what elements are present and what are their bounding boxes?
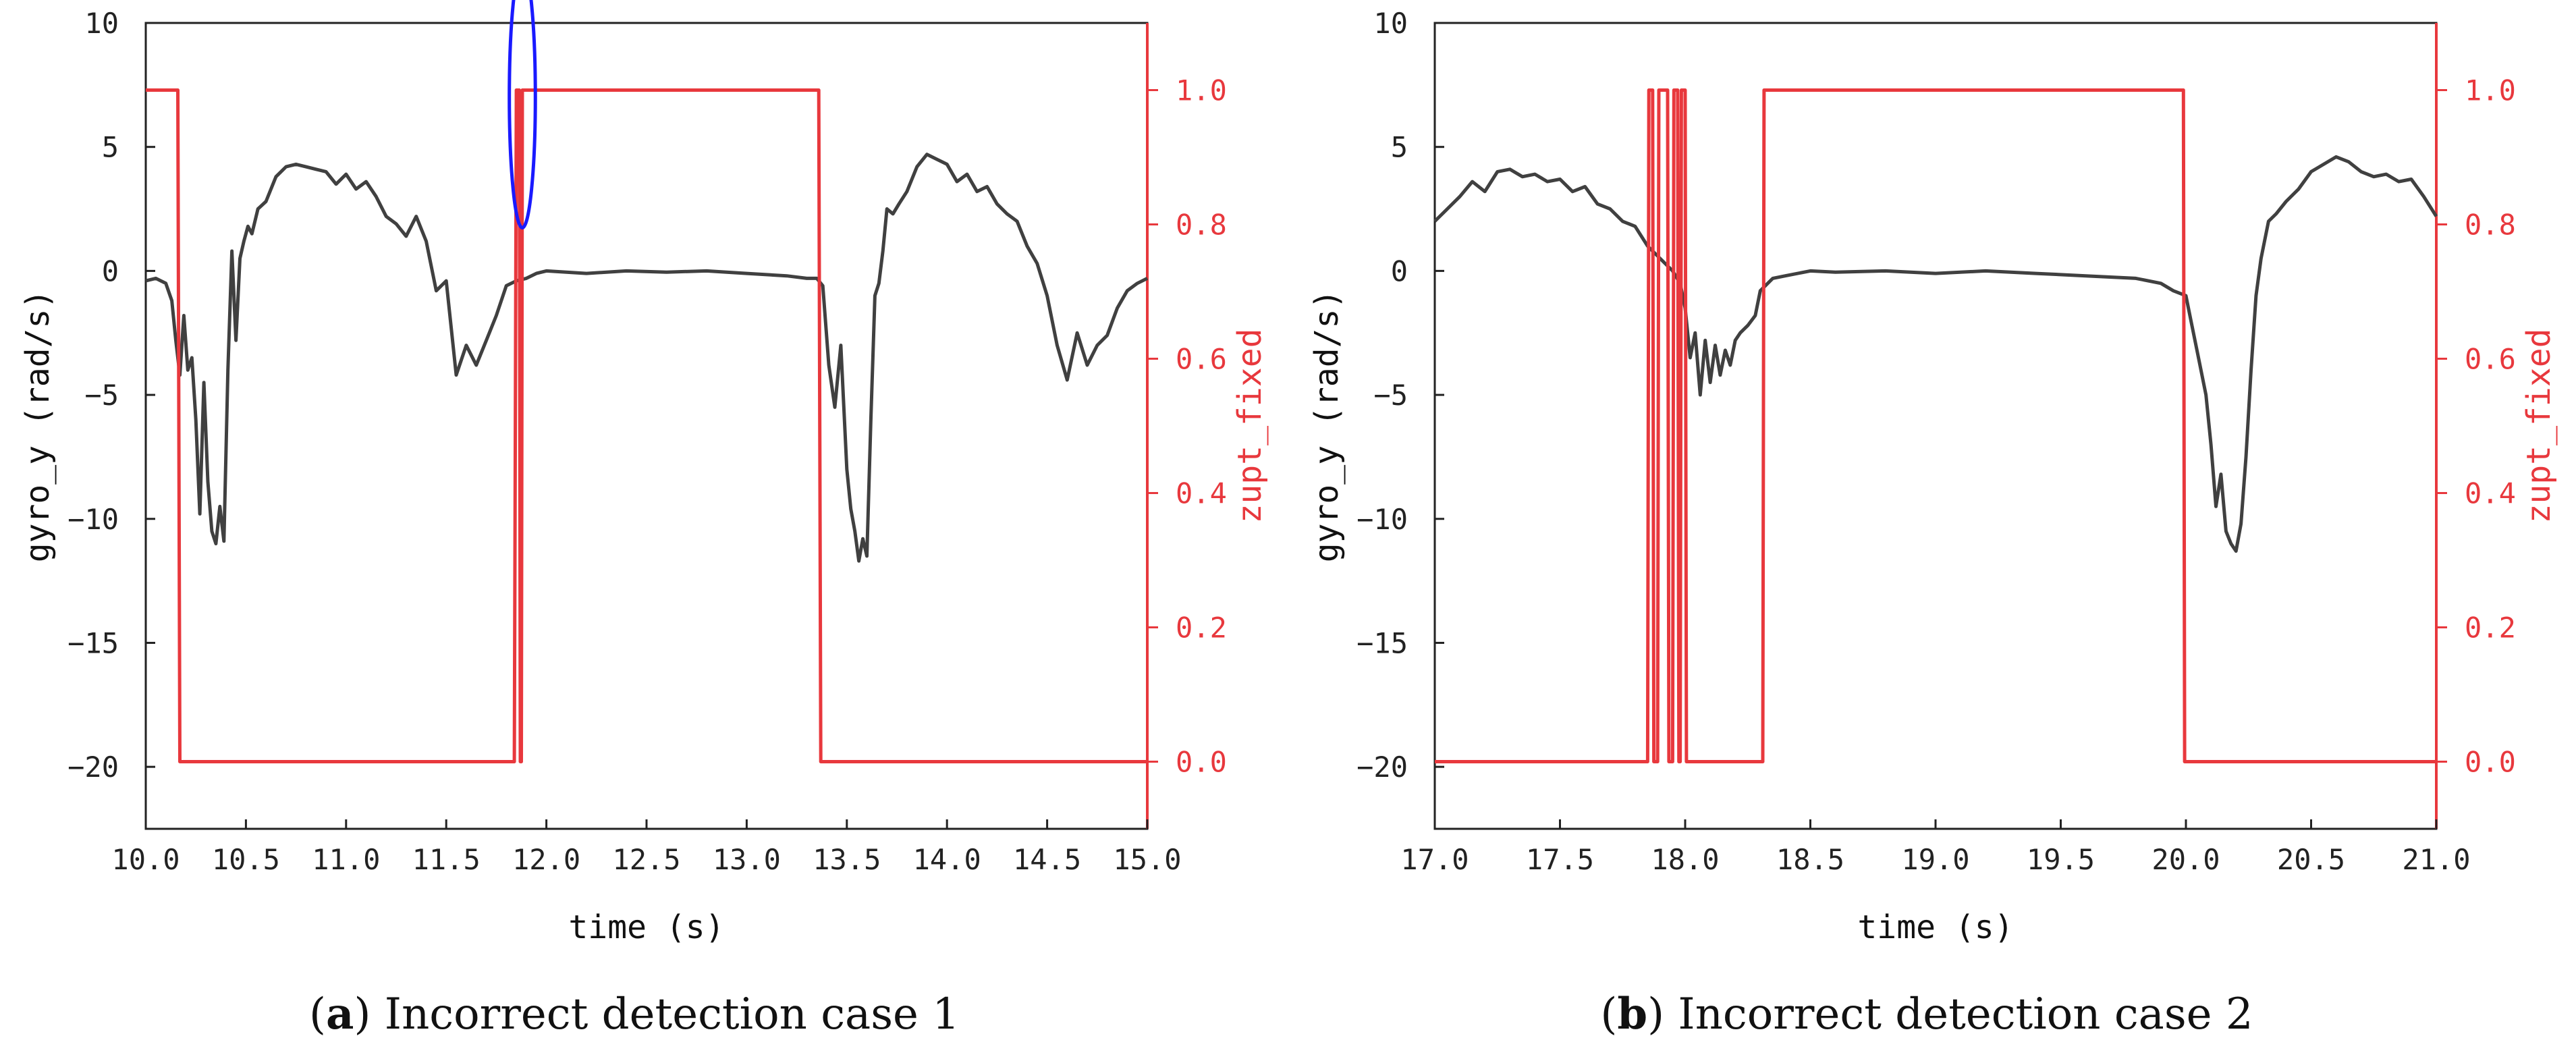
x-tick-label: 11.0 — [312, 843, 380, 876]
y-tick-label-left: 5 — [102, 131, 119, 164]
x-axis-label: time (s) — [568, 908, 724, 946]
tick-marks — [1433, 22, 2447, 829]
y-tick-label-left: 10 — [84, 7, 119, 40]
y-tick-label-left: −15 — [67, 626, 119, 659]
plot-frame — [144, 22, 1149, 830]
y-tick-label-right: 0.0 — [1176, 746, 1227, 779]
tick-labels: 10.0 10.5 11.0 11.5 12.0 12.5 13.0 13.5 14.0 14.5… — [67, 7, 1227, 876]
y-tick-label-left: 0 — [1391, 254, 1408, 288]
x-tick-label: 19.0 — [1901, 843, 1969, 876]
x-tick-label: 10.5 — [212, 843, 280, 876]
caption-tag: b — [1617, 989, 1648, 1039]
caption-tag: a — [326, 989, 354, 1039]
x-tick-label: 12.0 — [512, 843, 580, 876]
chart-panel-a: 10.0 10.5 11.0 11.5 12.0 12.5 13.0 13.5 14.0 14.5… — [19, 0, 1269, 946]
y-tick-label-right: 0.4 — [2465, 477, 2516, 510]
y-axis-label-right: zupt_fixed — [1231, 329, 1269, 524]
y-tick-label-left: −15 — [1356, 626, 1408, 659]
y-tick-label-right: 0.8 — [1176, 209, 1227, 242]
y-tick-label-right: 0.4 — [1176, 477, 1227, 510]
series-line-zupt-fixed — [1435, 88, 2436, 763]
y-tick-label-left: 10 — [1373, 7, 1408, 40]
x-tick-label: 17.0 — [1400, 843, 1469, 876]
x-tick-label: 11.5 — [412, 843, 481, 876]
y-tick-label-right: 1.0 — [2465, 74, 2516, 107]
series-line-zupt-fixed — [146, 88, 1147, 763]
series-layer — [145, 88, 1149, 763]
y-axis-label-left: gyro_y (rad/s) — [1308, 290, 1346, 563]
y-tick-label-left: 0 — [102, 254, 119, 288]
tick-marks — [144, 22, 1158, 829]
y-tick-label-left: −5 — [1373, 379, 1408, 412]
x-tick-label: 10.0 — [111, 843, 180, 876]
y-tick-label-left: −5 — [84, 379, 119, 412]
y-tick-label-right: 0.0 — [2465, 746, 2516, 779]
x-tick-label: 17.5 — [1526, 843, 1594, 876]
caption-b: (b) Incorrect detection case 2 — [1600, 989, 2253, 1039]
tick-labels: 17.0 17.5 18.0 18.5 19.0 19.5 20.0 20.5 21.0 10 5 0… — [1356, 7, 2516, 876]
series-line-gyro-y — [145, 153, 1149, 563]
caption-a: (a) Incorrect detection case 1 — [309, 989, 960, 1039]
y-tick-label-right: 0.2 — [1176, 611, 1227, 645]
caption-text: Incorrect detection case 2 — [1678, 989, 2253, 1039]
y-tick-label-right: 0.6 — [1176, 343, 1227, 376]
x-tick-label: 20.5 — [2277, 843, 2345, 876]
series-line-gyro-y — [1433, 155, 2438, 553]
y-tick-label-right: 0.2 — [2465, 611, 2516, 645]
x-tick-label: 20.0 — [2152, 843, 2220, 876]
y-axis-label-right: zupt_fixed — [2520, 329, 2558, 524]
x-tick-label: 15.0 — [1113, 843, 1181, 876]
x-tick-label: 21.0 — [2402, 843, 2470, 876]
caption-text: Incorrect detection case 1 — [384, 989, 960, 1039]
series-layer — [1433, 88, 2438, 763]
y-axis-label-left: gyro_y (rad/s) — [19, 290, 57, 563]
y-tick-label-right: 1.0 — [1176, 74, 1227, 107]
y-tick-label-left: −10 — [67, 503, 119, 536]
x-tick-label: 14.0 — [913, 843, 981, 876]
x-axis-label: time (s) — [1857, 908, 2013, 946]
plot-frame — [1433, 22, 2438, 830]
x-tick-label: 19.5 — [2027, 843, 2095, 876]
x-tick-label: 13.0 — [713, 843, 781, 876]
x-tick-label: 13.5 — [813, 843, 881, 876]
annotation-layer — [508, 0, 537, 229]
y-tick-label-left: −10 — [1356, 503, 1408, 536]
x-tick-label: 18.5 — [1776, 843, 1844, 876]
highlight-ellipse — [508, 0, 537, 229]
y-tick-label-right: 0.6 — [2465, 343, 2516, 376]
y-tick-label-left: −20 — [67, 751, 119, 784]
y-tick-label-left: −20 — [1356, 751, 1408, 784]
chart-panel-b: 17.0 17.5 18.0 18.5 19.0 19.5 20.0 20.5 21.0 10 5 0… — [1308, 7, 2558, 946]
x-tick-label: 14.5 — [1013, 843, 1081, 876]
x-tick-label: 12.5 — [612, 843, 680, 876]
y-tick-label-right: 0.8 — [2465, 209, 2516, 242]
y-tick-label-left: 5 — [1391, 131, 1408, 164]
x-tick-label: 18.0 — [1651, 843, 1719, 876]
